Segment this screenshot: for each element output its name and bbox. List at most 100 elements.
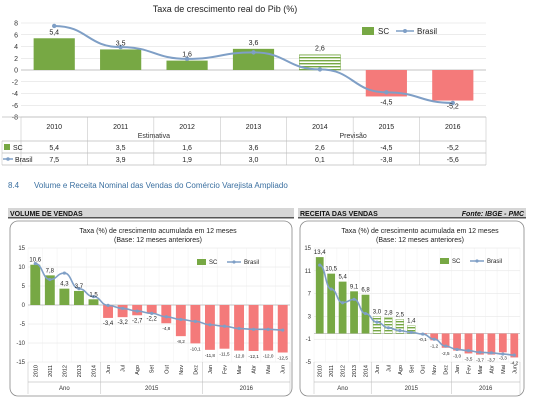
bar-sc-6 <box>117 305 128 318</box>
y-tick-label: -10 <box>16 341 25 347</box>
x-tick-label: Jun <box>281 365 287 374</box>
point-brasil-15 <box>252 327 256 331</box>
data-label-sc-2012: 1,6 <box>182 52 192 59</box>
bar-sc-0 <box>30 264 41 305</box>
data-label-sc-13: -3,5 <box>465 356 473 361</box>
x-tick-label: Mai <box>266 365 272 374</box>
y-tick-label: 10 <box>18 265 25 271</box>
legend-marker-brasil <box>403 29 407 33</box>
table-cell-sc: -4,5 <box>380 145 392 152</box>
x-tick-label: Jan <box>455 365 461 374</box>
bar-sc-1 <box>327 273 336 334</box>
data-label-sc-17: -4,2 <box>510 360 518 365</box>
x-tick-label: Set <box>150 365 156 374</box>
table-row-label-brasil: Brasil <box>15 157 33 164</box>
panel-header-bar <box>8 208 294 218</box>
data-label-sc-9: -0,1 <box>419 337 427 342</box>
x-tick-label: Jun <box>375 365 381 374</box>
data-label-sc-14: -3,7 <box>476 358 484 363</box>
y-tick-label: -1 <box>306 337 312 343</box>
bar-sc-10 <box>430 333 439 341</box>
point-brasil-2010 <box>52 23 57 29</box>
table-cell-sc: 2,6 <box>315 145 325 152</box>
panel-heading: VOLUME DE VENDAS <box>10 211 83 218</box>
bar-sc-3 <box>350 291 358 334</box>
data-label-sc-9: -4,8 <box>162 326 170 331</box>
data-label-sc-7: 2,5 <box>396 312 405 318</box>
y-tick-label: 15 <box>18 246 25 252</box>
data-label-sc-17: -12,5 <box>277 356 288 361</box>
point-brasil-7 <box>135 309 139 313</box>
data-label-sc-10: -1,2 <box>430 343 438 348</box>
panel-heading: RECEITA DAS VENDAS <box>300 211 378 218</box>
point-brasil-12 <box>208 323 212 327</box>
point-brasil-13 <box>466 349 471 353</box>
x-tick-label: Fev <box>223 365 229 374</box>
x-tick-label: 2011 <box>329 365 335 377</box>
x-group-label: 2015 <box>405 386 419 392</box>
x-tick-label: 2012 <box>62 365 68 377</box>
panel-header-rule <box>8 217 294 219</box>
legend-swatch-sc <box>440 258 449 264</box>
x-tick-label: 2010 <box>33 365 39 377</box>
x-tick-label: Out <box>421 365 427 374</box>
pib-growth-chart: Taxa de crescimento real do Pib (%) 5,4 3… <box>1 4 487 166</box>
x-tick-label: 2014 <box>364 365 370 377</box>
bar-sc-9 <box>161 305 172 324</box>
x-tick-label: 2013 <box>352 365 358 377</box>
point-brasil-17 <box>512 353 516 357</box>
table-cell-brasil: 7,5 <box>49 157 59 164</box>
y-tick-label: -15 <box>16 360 25 366</box>
data-label-sc-8: -2,2 <box>147 316 158 322</box>
y-tick-label: 4 <box>14 44 18 51</box>
bar-sc-2010 <box>33 38 75 70</box>
bar-sc-2013 <box>232 48 275 70</box>
legend-label-sc: SC <box>209 260 218 266</box>
data-label-sc-13: -11,5 <box>219 352 230 357</box>
bar-sc-6 <box>384 317 393 334</box>
group-label-previsao: Previsão <box>340 133 367 140</box>
x-tick-label: Abr <box>252 365 258 374</box>
x-tick-label: Jan <box>208 365 214 374</box>
y-tick-label: 6 <box>14 32 18 39</box>
x-tick-label: Nov <box>432 365 438 375</box>
section-number: 8.4 <box>8 181 20 190</box>
point-brasil-1 <box>329 287 333 291</box>
point-brasil-10 <box>432 337 436 341</box>
table-cell-brasil: 3,9 <box>116 157 126 164</box>
point-brasil-2012 <box>184 56 190 62</box>
chart-title: Taxa (%) de crescimento acumulada em 12 … <box>341 228 499 235</box>
panel-header-rule <box>298 217 526 219</box>
table-marker-brasil <box>6 157 10 161</box>
y-tick-label: 11 <box>305 269 312 275</box>
x-tick-label: 2014 <box>92 365 98 377</box>
point-brasil-6 <box>386 326 390 330</box>
x-tick-label: Jul <box>386 365 392 372</box>
point-brasil-2 <box>62 271 66 275</box>
data-label-sc-2013: 3,6 <box>249 40 259 47</box>
bar-sc-17 <box>510 333 519 358</box>
data-label-sc-8: 1,4 <box>407 319 416 325</box>
data-label-sc-15: -12,1 <box>248 354 259 359</box>
legend-swatch-sc <box>197 259 206 265</box>
data-label-sc-1: 10,5 <box>325 267 337 273</box>
point-brasil-13 <box>222 324 227 328</box>
table-swatch-sc <box>4 144 10 150</box>
point-brasil-16 <box>501 352 505 356</box>
y-tick-label: -5 <box>306 360 312 366</box>
data-label-sc-14: -12,0 <box>234 354 245 359</box>
x-tick-label: Nov <box>179 365 185 375</box>
y-tick-label: 2 <box>14 56 18 63</box>
x-tick-label: 2011 <box>113 124 128 131</box>
table-row-label-sc: SC <box>13 145 23 152</box>
point-brasil-8 <box>150 311 154 315</box>
point-brasil-5 <box>106 303 110 307</box>
bar-sc-11 <box>441 333 450 348</box>
bar-sc-16 <box>498 333 507 353</box>
point-brasil-2013 <box>251 50 256 55</box>
point-brasil-11 <box>444 344 448 348</box>
point-brasil-10 <box>179 317 183 322</box>
bar-sc-2011 <box>100 49 142 70</box>
data-label-sc-2015: -4,5 <box>380 99 392 106</box>
x-tick-label: 2016 <box>445 124 461 131</box>
